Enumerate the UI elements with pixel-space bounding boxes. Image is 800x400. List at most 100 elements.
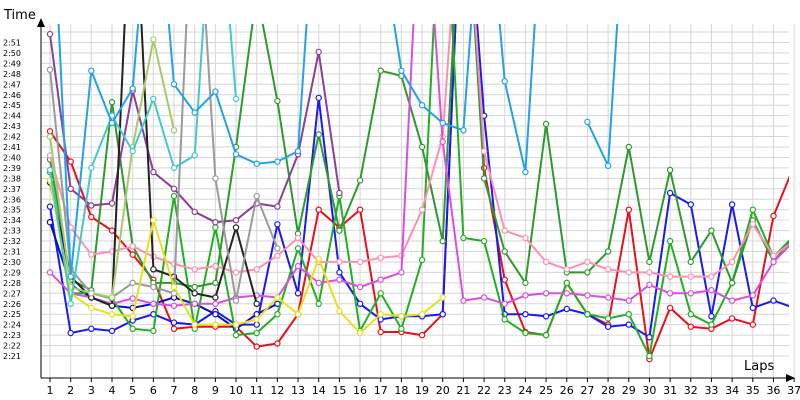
y-tick-label: 2:41 [3,143,21,152]
data-point [770,258,777,266]
x-tick-label: 4 [109,384,116,397]
y-tick-label: 2:35 [3,206,21,215]
data-point [728,258,736,266]
data-point [666,290,674,297]
data-point [687,273,695,280]
x-tick-labels: 1 2 3 4 5 6 7 8 9 10 11 12 13 14 15 16 17 18 19 20 21 22 23 24 2… [47,384,800,397]
data-point [191,321,198,328]
data-point [212,224,219,231]
x-tick-label: 37 [787,384,800,397]
data-point [708,321,715,328]
data-point [646,269,653,276]
data-point [212,262,219,270]
data-point [67,158,74,165]
data-point [501,316,508,323]
grid [41,24,795,382]
data-point [253,316,260,323]
data-point [728,279,736,287]
x-tick-label: 14 [312,384,326,397]
series-layer [46,24,789,363]
data-point [274,97,281,105]
x-tick-label: 28 [601,384,615,397]
data-point [398,325,405,332]
y-axis-arrow [37,18,45,27]
data-point [356,300,364,307]
data-point [439,237,446,245]
x-tick-label: 17 [374,384,388,397]
x-tick-label: 10 [229,384,243,397]
x-tick-label: 5 [129,384,136,397]
data-point [770,212,777,220]
data-point [191,283,198,291]
data-point [232,151,240,158]
data-point [687,201,695,208]
y-tick-label: 2:45 [3,101,21,110]
x-tick-label: 35 [746,384,760,397]
data-point [749,292,757,299]
data-point [315,48,322,56]
data-point [666,304,674,312]
series-8 [46,24,789,309]
data-point [253,321,260,328]
data-point [67,185,74,192]
series-line [49,221,278,330]
data-point [46,30,54,38]
data-point [170,325,178,332]
data-point [129,279,136,287]
x-tick-label: 34 [725,384,739,397]
data-point [604,315,612,322]
data-point [150,95,157,103]
data-point [377,328,384,336]
data-point [88,290,95,297]
x-axis-title: Laps [744,359,774,374]
x-tick-label: 11 [250,384,264,397]
data-point [584,311,591,318]
data-point [377,311,384,318]
data-point [232,297,240,304]
x-tick-label: 29 [622,384,636,397]
data-point [356,283,364,291]
data-point [150,168,157,176]
data-point [563,266,571,273]
data-point [563,290,571,297]
data-point [584,292,591,299]
x-tick-label: 21 [456,384,470,397]
x-tick-label: 19 [415,384,429,397]
data-point [377,276,384,283]
data-point [108,294,116,301]
data-point [232,95,240,103]
data-point [646,352,653,360]
data-point [604,323,612,330]
data-point [501,300,508,307]
data-point [563,279,571,287]
axes: Time Laps [3,8,795,382]
y-tick-label: 2:39 [3,164,21,173]
x-tick-label: 9 [212,384,219,397]
data-point [294,234,302,242]
data-point [604,162,612,169]
data-point [584,258,591,266]
data-point [336,227,343,234]
data-point [646,258,653,266]
data-point [728,201,736,208]
data-point [212,311,219,318]
y-tick-label: 2:47 [3,80,21,89]
x-tick-label: 7 [171,384,178,397]
data-point [294,262,302,270]
data-point [542,290,550,297]
data-point [46,218,54,226]
data-point [129,313,136,320]
x-tick-label: 22 [477,384,491,397]
data-point [708,313,715,320]
data-point [294,311,302,318]
data-point [253,192,260,200]
x-tick-label: 23 [498,384,512,397]
data-point [88,251,95,258]
data-point [584,118,591,126]
y-tick-label: 2:49 [3,59,21,68]
data-point [377,67,384,74]
data-point [439,311,446,318]
y-tick-label: 2:46 [3,91,21,100]
data-point [294,245,302,252]
y-tick-label: 2:25 [3,310,21,319]
